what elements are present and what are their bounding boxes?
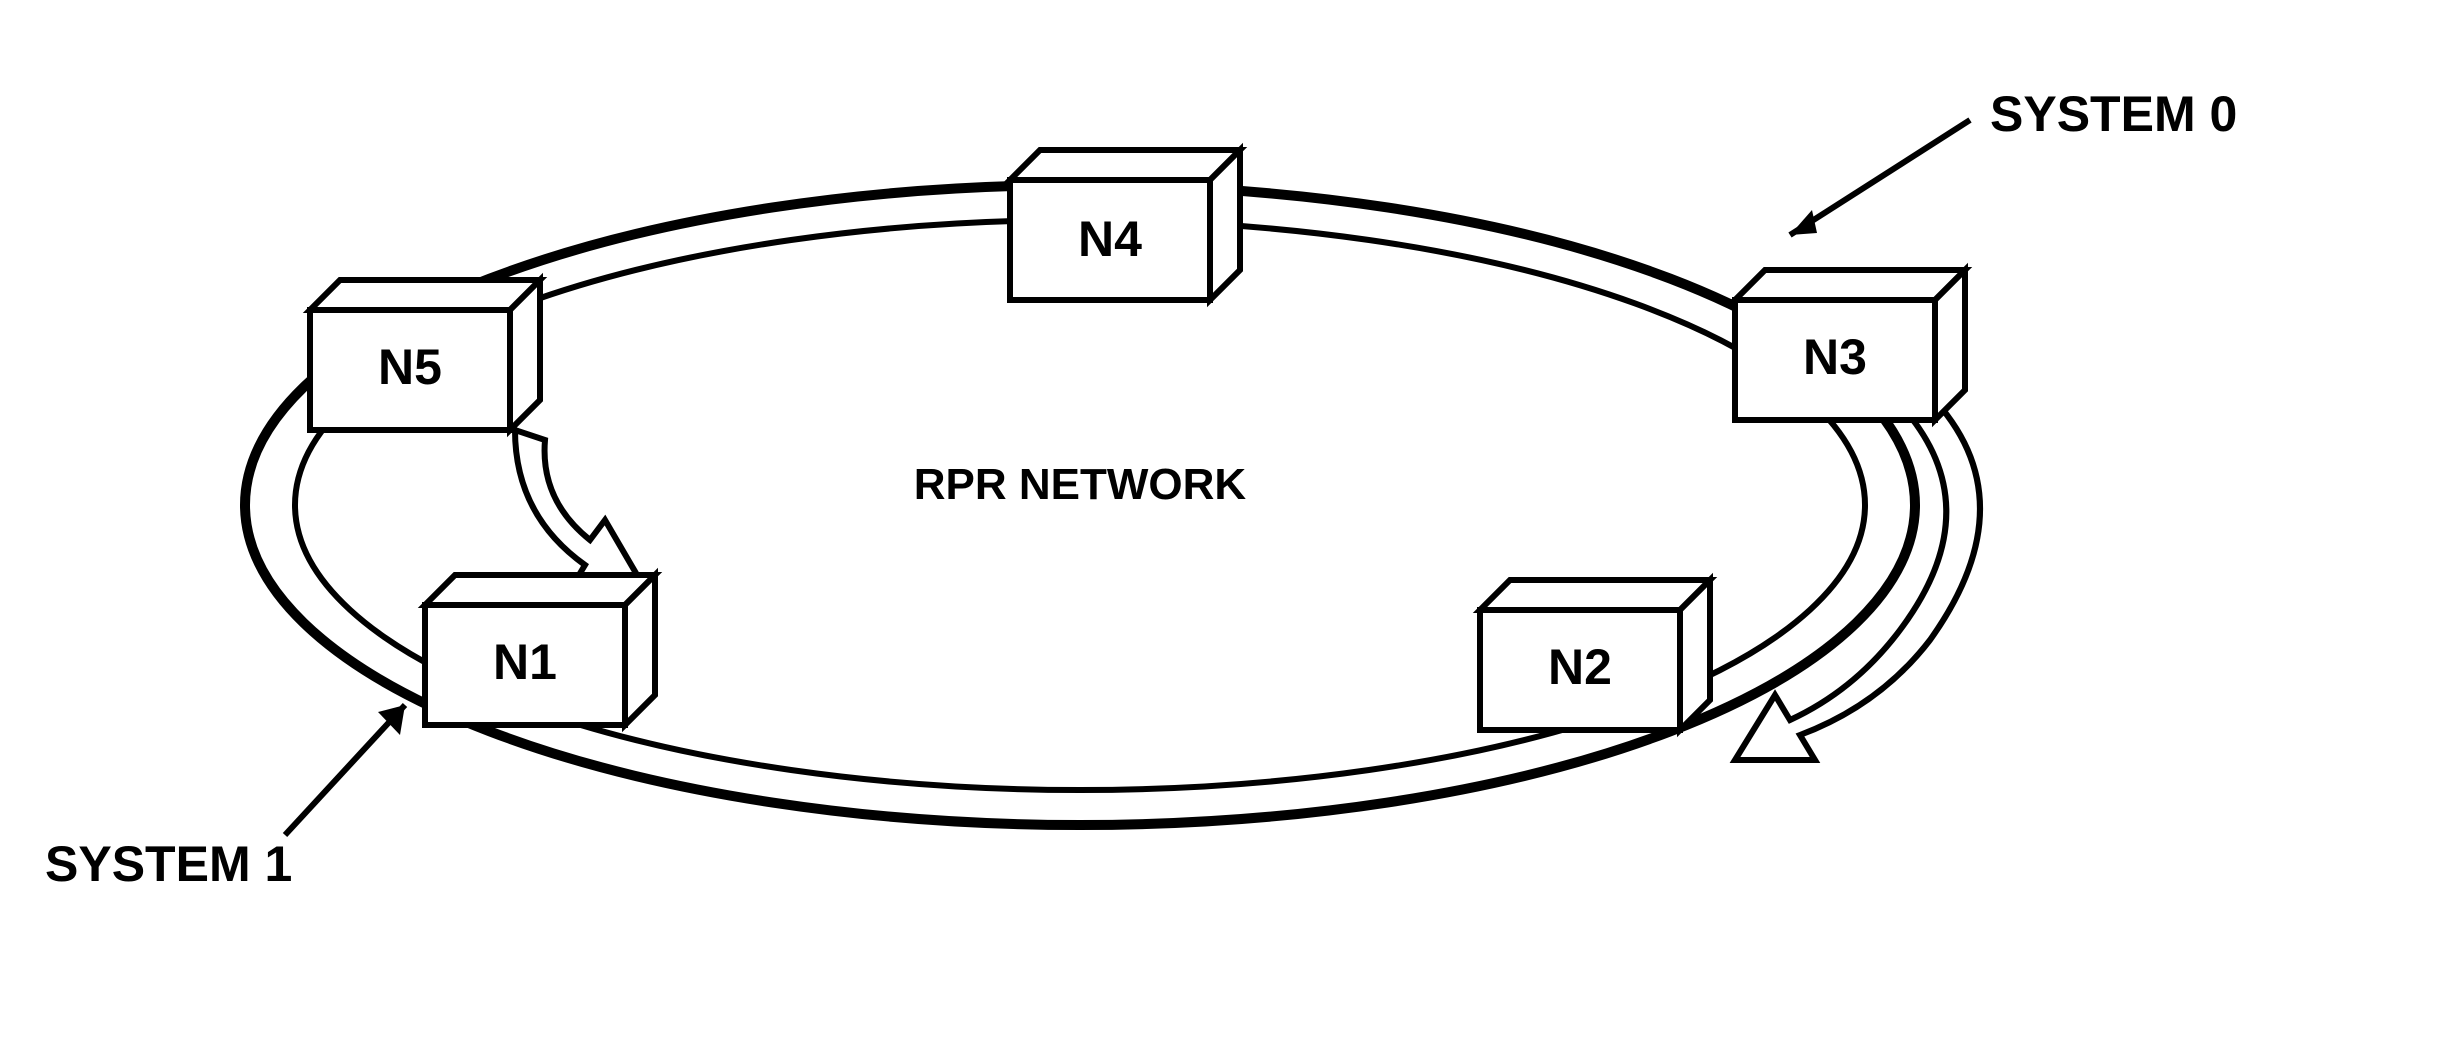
flow-arrow-n5	[515, 430, 640, 590]
system0-label: SYSTEM 0	[1990, 85, 2237, 143]
node-n1-label: N1	[475, 633, 575, 691]
node-n5-label: N5	[360, 338, 460, 396]
system0-pointer	[1790, 120, 1970, 235]
system0-arrowhead	[1790, 210, 1817, 235]
node-n3-label: N3	[1785, 328, 1885, 386]
system1-label: SYSTEM 1	[45, 835, 292, 893]
diagram-svg	[0, 0, 2461, 1039]
flow-arrow-n3n2	[1735, 395, 1980, 760]
center-label: RPR NETWORK	[880, 460, 1280, 510]
node-n2-label: N2	[1530, 638, 1630, 696]
system1-pointer	[285, 705, 405, 835]
diagram-container: N4 N5 N3 N1 N2 RPR NETWORK SYSTEM 0 SYST…	[0, 0, 2461, 1039]
node-n4-label: N4	[1060, 210, 1160, 268]
